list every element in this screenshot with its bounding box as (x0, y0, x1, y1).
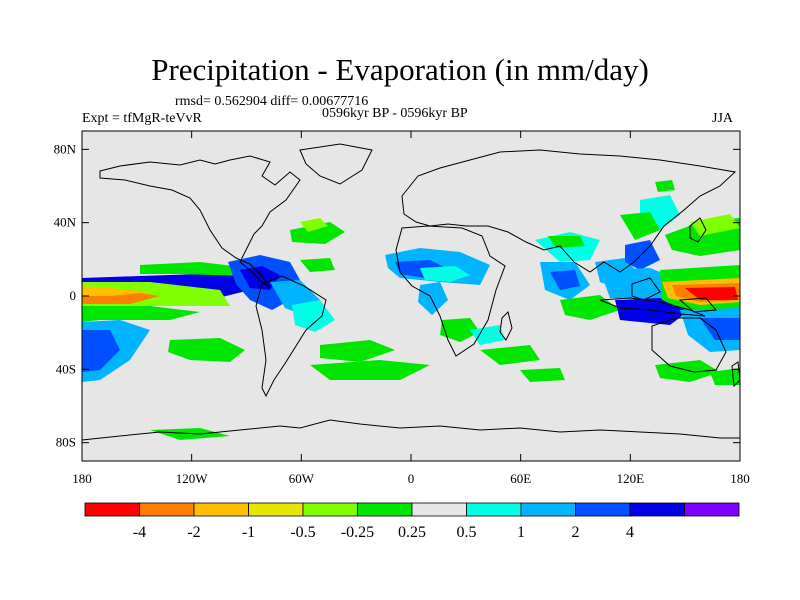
coastline-greenland (299, 143, 373, 185)
anomaly-region (418, 282, 448, 315)
lon-tick-label: 60E (510, 471, 531, 486)
colorbar-swatch (520, 502, 576, 517)
coastline-new-zealand (731, 361, 740, 388)
season-label: JJA (712, 111, 734, 126)
colorbar-label: -4 (133, 524, 146, 541)
lat-tick-label: 80N (54, 141, 77, 156)
anomaly-region (420, 266, 470, 282)
coastline-australia (651, 317, 727, 373)
period-label: 0596kyr BP - 0596kyr BP (322, 106, 468, 121)
coastline-japan (689, 217, 707, 243)
anomaly-region (82, 330, 120, 372)
colorbar-swatch (84, 502, 140, 517)
lon-tick-label: 60W (289, 471, 315, 486)
colorbar-swatch (411, 502, 467, 517)
lat-tick-label: 40N (54, 215, 77, 230)
anomaly-region (82, 306, 200, 322)
anomaly-region (700, 318, 740, 340)
anomaly-region (685, 287, 738, 300)
colorbar-label: -0.25 (341, 524, 374, 541)
experiment-label: Expt = tfMgR-teVvR (82, 111, 202, 126)
anomaly-region (300, 258, 335, 272)
anomaly-region (548, 236, 585, 248)
coastlines (82, 143, 740, 441)
anomaly-region (520, 368, 565, 382)
anomaly-region (320, 340, 395, 362)
colorbar: -4 -2 -1 -0.5 -0.25 0.25 0.5 1 2 4 (84, 502, 740, 541)
lat-tick-label: 0 (70, 288, 77, 303)
colorbar-swatch (193, 502, 249, 517)
anomaly-region (560, 295, 620, 320)
anomaly-region (550, 270, 580, 290)
coastline-africa (395, 225, 506, 357)
colorbar-label: 2 (572, 524, 580, 541)
colorbar-swatch (302, 502, 358, 517)
anomaly-region (440, 318, 480, 342)
colorbar-swatch (575, 502, 631, 517)
colorbar-swatch (139, 502, 195, 517)
anomaly-region (470, 325, 505, 345)
colorbar-label: 0.25 (398, 524, 426, 541)
anomaly-region (480, 345, 540, 365)
colorbar-label: 4 (626, 524, 634, 541)
anomaly-region (168, 338, 245, 362)
colorbar-swatch (248, 502, 304, 517)
anomaly-region (310, 360, 430, 380)
colorbar-label: -2 (187, 524, 200, 541)
colorbar-label: 0.5 (457, 524, 477, 541)
coastline-new-guinea (678, 297, 717, 313)
colorbar-swatch (629, 502, 685, 517)
longitude-axis: 180 120W 60W 0 60E 120E 180 (72, 131, 750, 486)
coastline-borneo (631, 277, 661, 301)
colorbar-swatch (357, 502, 413, 517)
lat-tick-label: 80S (56, 435, 76, 450)
precip-field (82, 180, 740, 440)
lon-tick-label: 0 (408, 471, 415, 486)
colorbar-label: 1 (517, 524, 525, 541)
anomaly-region (300, 218, 328, 232)
lat-tick-label: 40S (56, 361, 76, 376)
coastline-north-america (99, 155, 301, 289)
anomaly-region (655, 360, 720, 382)
stats-label: rmsd= 0.562904 diff= 0.00677716 (175, 94, 369, 109)
lon-tick-label: 180 (72, 471, 92, 486)
coastline-south-america (255, 275, 327, 398)
colorbar-label: -1 (242, 524, 255, 541)
coastline-madagascar (499, 311, 513, 341)
map-title: Precipitation - Evaporation (in mm/day) (151, 52, 649, 87)
coastline-antarctica (82, 419, 740, 441)
anomaly-region (82, 286, 150, 296)
anomaly-region (140, 262, 250, 276)
lon-tick-label: 120E (617, 471, 645, 486)
latitude-axis: 80N 40N 0 40S 80S (54, 141, 740, 450)
colorbar-swatch (466, 502, 522, 517)
anomaly-region (290, 222, 345, 244)
anomaly-region (690, 214, 740, 236)
anomaly-region (240, 266, 280, 290)
anomaly-region (655, 180, 675, 192)
coastline-indonesia (599, 297, 706, 317)
anomaly-region (620, 212, 660, 240)
colorbar-swatch (684, 502, 740, 517)
lon-tick-label: 180 (730, 471, 750, 486)
colorbar-label: -0.5 (290, 524, 315, 541)
lon-tick-label: 120W (176, 471, 209, 486)
coastline-eurasia (401, 149, 737, 273)
